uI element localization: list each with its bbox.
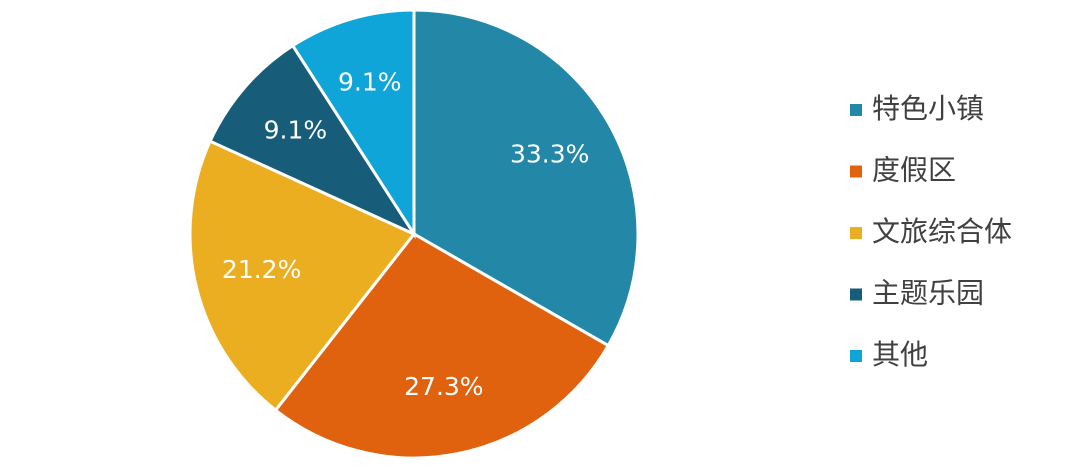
pie-slice <box>188 139 417 413</box>
pie-slice <box>273 232 611 460</box>
legend-label: 其他 <box>872 338 928 371</box>
legend-label: 特色小镇 <box>872 92 984 125</box>
data-label: 33.3% <box>510 139 589 168</box>
data-label: 9.1% <box>264 115 328 144</box>
pie-slice <box>412 8 640 348</box>
legend-swatch <box>850 227 862 239</box>
pie-slice <box>290 8 416 240</box>
legend-swatch <box>850 165 862 178</box>
legend-label: 主题乐园 <box>872 277 984 310</box>
legend-label: 度假区 <box>872 154 956 187</box>
legend-swatch <box>850 288 862 301</box>
pie-slice <box>208 43 419 238</box>
legend-swatch <box>850 104 862 116</box>
data-label: 27.3% <box>404 372 483 401</box>
data-label: 9.1% <box>338 68 402 97</box>
legend-label: 文旅综合体 <box>872 215 1012 248</box>
legend-swatch <box>850 350 862 362</box>
data-label: 21.2% <box>222 255 301 284</box>
